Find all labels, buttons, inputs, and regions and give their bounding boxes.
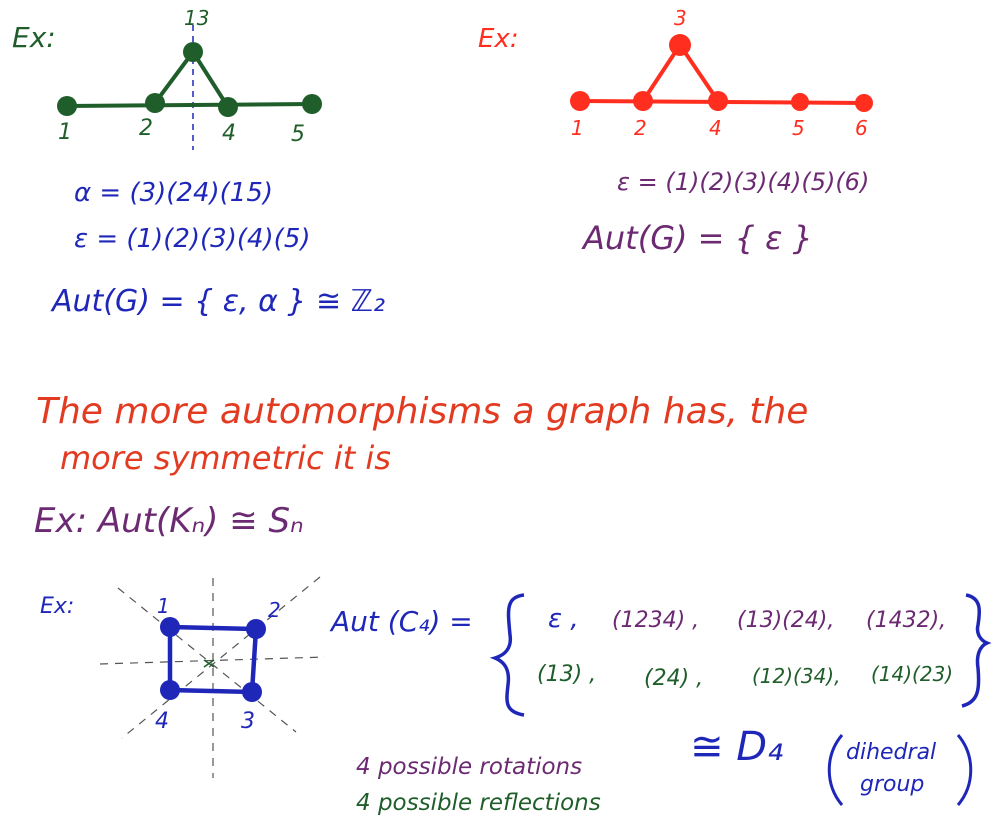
graph-node — [218, 97, 238, 117]
graph-edge — [191, 50, 230, 109]
graph-edge — [66, 102, 313, 108]
graph-example-2 — [570, 34, 873, 112]
graph-node — [160, 617, 180, 637]
graph-node — [183, 42, 203, 62]
node-label-2: 2 — [268, 598, 281, 622]
graph-node — [246, 619, 266, 639]
graph-example-4 — [99, 576, 326, 778]
note-rotations: 4 possible rotations — [356, 754, 583, 780]
ex3-kn-statement: Ex: Aut(Kₙ) ≅ Sₙ — [34, 501, 304, 541]
node-label-4: 4 — [155, 709, 169, 734]
element-rotation-13-24: (13)(24), — [737, 608, 835, 633]
graph-edge — [641, 43, 682, 103]
graph-node — [242, 682, 262, 702]
element-epsilon: ε , — [548, 604, 579, 634]
symmetry-lines — [99, 576, 326, 778]
alpha-permutation: α = (3)(24)(15) — [74, 178, 274, 208]
graph-node — [708, 91, 728, 111]
node-label-2: 2 — [139, 116, 153, 141]
identity-permutation: ε = (1)(2)(3)(4)(5)(6) — [617, 168, 870, 196]
identity-permutation: ε = (1)(2)(3)(4)(5) — [74, 224, 311, 254]
ex1-label: Ex: — [12, 21, 56, 54]
node-label-13: 13 — [184, 6, 210, 30]
aut-group-ex1: Aut(G) = { ε, α } ≅ ℤ₂ — [52, 284, 386, 319]
node-label-3: 3 — [674, 6, 687, 30]
element-reflection-24: (24) , — [644, 666, 704, 691]
element-reflection-14-23: (14)(23) — [871, 662, 954, 686]
statement-line-1: The more automorphisms a graph has, the — [36, 391, 809, 432]
dihedral-parens — [827, 734, 973, 806]
center-mark — [203, 659, 215, 668]
element-reflection-12-34: (12)(34), — [752, 664, 841, 688]
graph-node — [669, 34, 691, 56]
dihedral-label-line1: dihedral — [846, 740, 937, 765]
graph-edge — [678, 43, 720, 103]
ex4-label: Ex: — [40, 594, 75, 619]
graph-node — [57, 96, 77, 116]
graph-node — [570, 91, 590, 111]
node-label-1: 1 — [571, 116, 584, 140]
node-label-5: 5 — [291, 122, 305, 147]
aut-c4-lhs: Aut (C₄) = — [331, 605, 473, 638]
graph-node — [302, 94, 322, 114]
element-rotation-1234: (1234) , — [612, 608, 700, 633]
dihedral-label-line2: group — [860, 772, 925, 797]
graph-node — [145, 93, 165, 113]
node-label-4: 4 — [709, 116, 722, 140]
graph-node — [791, 93, 809, 111]
element-rotation-1432: (1432), — [866, 608, 947, 633]
statement-line-2: more symmetric it is — [60, 439, 391, 477]
iso-dihedral: ≅ D₄ — [690, 724, 784, 770]
graph-edge — [153, 50, 195, 105]
node-label-5: 5 — [792, 116, 805, 140]
ex2-label: Ex: — [478, 24, 519, 54]
graph-node — [855, 94, 873, 112]
aut-group-ex2: Aut(G) = { ε } — [583, 219, 813, 257]
note-reflections: 4 possible reflections — [356, 790, 601, 816]
node-label-3: 3 — [241, 709, 255, 734]
node-label-2: 2 — [634, 116, 647, 140]
node-label-6: 6 — [855, 116, 868, 140]
set-braces — [489, 593, 992, 717]
graph-node — [160, 680, 180, 700]
node-label-4: 4 — [222, 121, 236, 146]
node-label-1: 1 — [58, 120, 72, 145]
element-reflection-13: (13) , — [537, 662, 597, 687]
node-label-1: 1 — [157, 594, 170, 618]
graph-example-1 — [57, 25, 322, 150]
graph-node — [633, 91, 653, 111]
